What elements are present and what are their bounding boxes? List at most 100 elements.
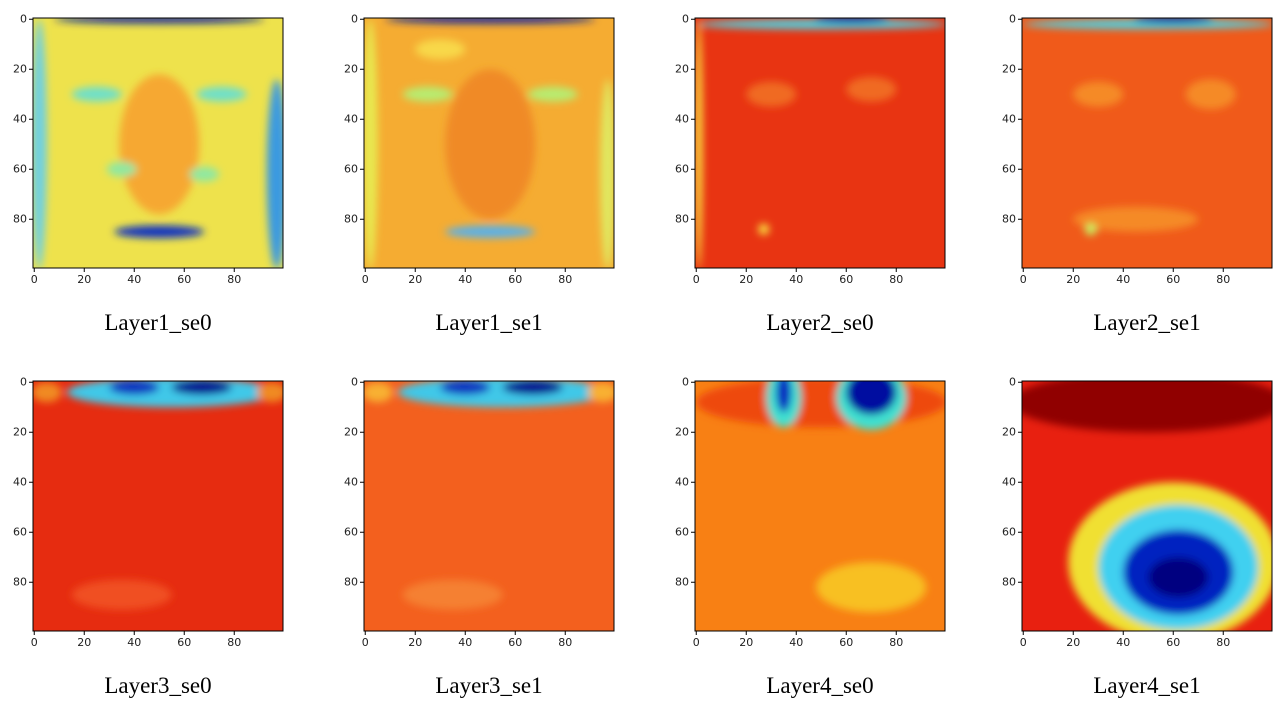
heatmap-blob: [402, 579, 503, 610]
x-tick-label: 20: [1066, 273, 1080, 286]
heatmap-blob: [600, 79, 614, 268]
heatmap-blob: [415, 39, 466, 60]
y-tick-label: 40: [1002, 112, 1016, 125]
axes-frame: [32, 380, 284, 632]
heatmap-panel: 0 20 40 60 80 0 20 40 60 80 Layer1_se0: [13, 12, 284, 335]
axes-frame: [32, 17, 284, 269]
heatmap-texture: [695, 18, 945, 268]
y-tick-label: 0: [682, 12, 689, 25]
y-tick-label: 0: [682, 375, 689, 388]
y-tick-label: 40: [13, 112, 27, 125]
panel-caption: Layer3_se0: [104, 673, 211, 698]
heatmap-blob: [106, 161, 137, 177]
heatmap-panel: 0 20 40 60 80 0 20 40 60 80 Layer2_se0: [675, 12, 946, 335]
x-tick-label: 40: [127, 273, 141, 286]
y-tick-label: 80: [1002, 212, 1016, 225]
x-tick-label: 80: [1216, 273, 1230, 286]
heatmap-blob: [1084, 223, 1097, 236]
x-tick-label: 0: [693, 636, 700, 649]
y-tick-label: 40: [675, 112, 689, 125]
y-tick-label: 0: [1009, 12, 1016, 25]
heatmap-image: [1022, 18, 1272, 268]
heatmap-blob: [114, 225, 205, 238]
heatmap-blob: [813, 18, 889, 24]
y-tick-label: 60: [675, 162, 689, 175]
x-tick-label: 20: [408, 636, 422, 649]
x-tick-label: 0: [31, 636, 38, 649]
heatmap-blob: [189, 166, 220, 182]
axes-frame: [363, 380, 615, 632]
x-tick-label: 60: [177, 636, 191, 649]
axes-frame: [363, 17, 615, 269]
heatmap-blob: [196, 86, 247, 102]
axes-frame: [1021, 17, 1273, 269]
heatmap-blob: [1023, 19, 1272, 30]
heatmap-blob: [266, 79, 283, 268]
x-tick-label: 80: [1216, 636, 1230, 649]
heatmap-texture: [364, 18, 614, 268]
heatmap-texture: [364, 381, 614, 610]
y-tick-label: 20: [344, 425, 358, 438]
heatmap-texture: [1023, 18, 1272, 236]
x-tick-label: 0: [1020, 273, 1027, 286]
y-tick-label: 20: [13, 62, 27, 75]
heatmap-blob: [364, 19, 378, 268]
x-tick-label: 0: [362, 273, 369, 286]
heatmap-blob: [33, 382, 62, 403]
heatmap-blob: [846, 76, 897, 102]
heatmap-image: [33, 18, 283, 268]
heatmap-blob: [71, 86, 122, 102]
x-tick-label: 40: [127, 636, 141, 649]
heatmap-blob: [445, 69, 536, 220]
heatmap-blob: [440, 381, 491, 395]
y-tick-label: 60: [13, 162, 27, 175]
y-tick-label: 60: [344, 525, 358, 538]
heatmap-blob: [119, 74, 200, 215]
heatmap-blob: [54, 18, 265, 24]
heatmap-blob: [33, 19, 47, 268]
x-tick-label: 80: [558, 636, 572, 649]
x-tick-label: 40: [1116, 636, 1130, 649]
x-tick-label: 0: [1020, 636, 1027, 649]
heatmap-blob: [256, 382, 283, 403]
y-tick-label: 80: [344, 212, 358, 225]
x-tick-label: 40: [458, 636, 472, 649]
heatmap-panel: 0 20 40 60 80 0 20 40 60 80 Layer3_se1: [344, 375, 615, 698]
x-tick-label: 40: [458, 273, 472, 286]
heatmap-blob: [776, 381, 792, 413]
heatmap-panel: 0 20 40 60 80 0 20 40 60 80 Layer3_se0: [13, 375, 284, 698]
heatmap-blob: [746, 81, 797, 107]
heatmap-panel: 0 20 40 60 80 0 20 40 60 80 Layer1_se1: [344, 12, 615, 335]
x-tick-label: 80: [227, 636, 241, 649]
x-tick-label: 40: [1116, 273, 1130, 286]
heatmap-image: [695, 18, 945, 268]
y-tick-label: 0: [1009, 375, 1016, 388]
panel-caption: Layer3_se1: [435, 673, 542, 698]
panel-caption: Layer1_se1: [435, 310, 542, 335]
x-tick-label: 20: [408, 273, 422, 286]
y-tick-label: 80: [1002, 575, 1016, 588]
x-tick-label: 60: [839, 636, 853, 649]
x-tick-label: 40: [789, 636, 803, 649]
heatmap-blob: [527, 86, 578, 102]
heatmap-blob: [695, 19, 703, 268]
x-tick-label: 20: [1066, 636, 1080, 649]
y-tick-label: 40: [344, 475, 358, 488]
panel-caption: Layer2_se1: [1093, 310, 1200, 335]
x-tick-label: 60: [839, 273, 853, 286]
heatmap-texture: [33, 381, 283, 610]
axes-frame: [694, 17, 946, 269]
x-tick-label: 20: [739, 273, 753, 286]
y-tick-label: 60: [13, 525, 27, 538]
y-tick-label: 40: [13, 475, 27, 488]
y-tick-label: 80: [344, 575, 358, 588]
heatmap-blob: [846, 381, 897, 415]
panel-caption: Layer4_se1: [1093, 673, 1200, 698]
x-tick-label: 80: [889, 273, 903, 286]
y-tick-label: 80: [13, 212, 27, 225]
y-tick-label: 60: [1002, 525, 1016, 538]
panel-caption: Layer1_se0: [104, 310, 211, 335]
y-tick-label: 0: [20, 12, 27, 25]
heatmap-blob: [1022, 381, 1272, 433]
